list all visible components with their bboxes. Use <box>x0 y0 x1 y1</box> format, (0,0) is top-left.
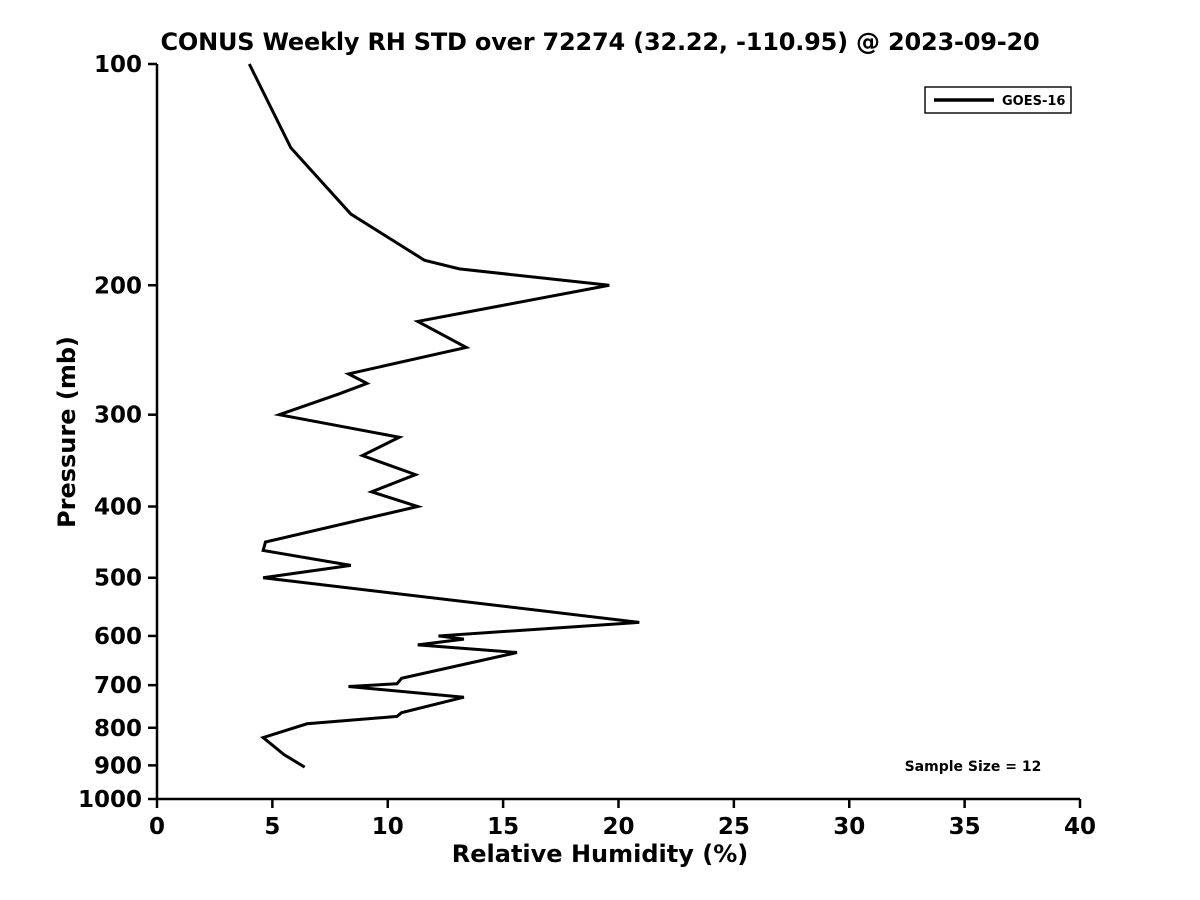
x-tick-label: 5 <box>264 814 280 840</box>
x-tick-label: 40 <box>1064 814 1096 840</box>
y-tick-label: 1000 <box>78 787 142 813</box>
y-tick-label: 800 <box>94 716 142 742</box>
sample-size-annotation: Sample Size = 12 <box>905 759 1042 775</box>
y-tick-label: 900 <box>94 753 142 779</box>
x-tick-label: 30 <box>833 814 865 840</box>
x-tick-label: 15 <box>487 814 519 840</box>
y-tick-label: 500 <box>94 566 142 592</box>
x-tick-label: 10 <box>372 814 404 840</box>
legend-label-goes-16: GOES-16 <box>1002 94 1065 109</box>
x-tick-label: 20 <box>602 814 634 840</box>
y-tick-label: 300 <box>94 403 142 429</box>
y-tick-label: 100 <box>94 52 142 78</box>
x-tick-label: 35 <box>949 814 981 840</box>
y-tick-label: 200 <box>94 273 142 299</box>
data-series-layer <box>247 63 640 769</box>
legend: GOES-16 <box>924 86 1072 114</box>
x-axis-ticks: 0 5 10 15 20 25 30 35 40 <box>149 799 1096 840</box>
y-tick-label: 700 <box>94 673 142 699</box>
x-axis-title: Relative Humidity (%) <box>452 840 748 868</box>
y-axis-title: Pressure (mb) <box>53 336 81 528</box>
y-tick-label: 400 <box>94 495 142 521</box>
x-tick-label: 25 <box>718 814 750 840</box>
axes-frame <box>155 64 1080 801</box>
y-axis-ticks: 100 200 300 400 500 600 700 800 900 1000 <box>78 52 157 813</box>
series-line-goes-16 <box>247 63 640 769</box>
chart-title: CONUS Weekly RH STD over 72274 (32.22, -… <box>160 28 1040 56</box>
x-tick-label: 0 <box>149 814 165 840</box>
y-tick-label: 600 <box>94 624 142 650</box>
